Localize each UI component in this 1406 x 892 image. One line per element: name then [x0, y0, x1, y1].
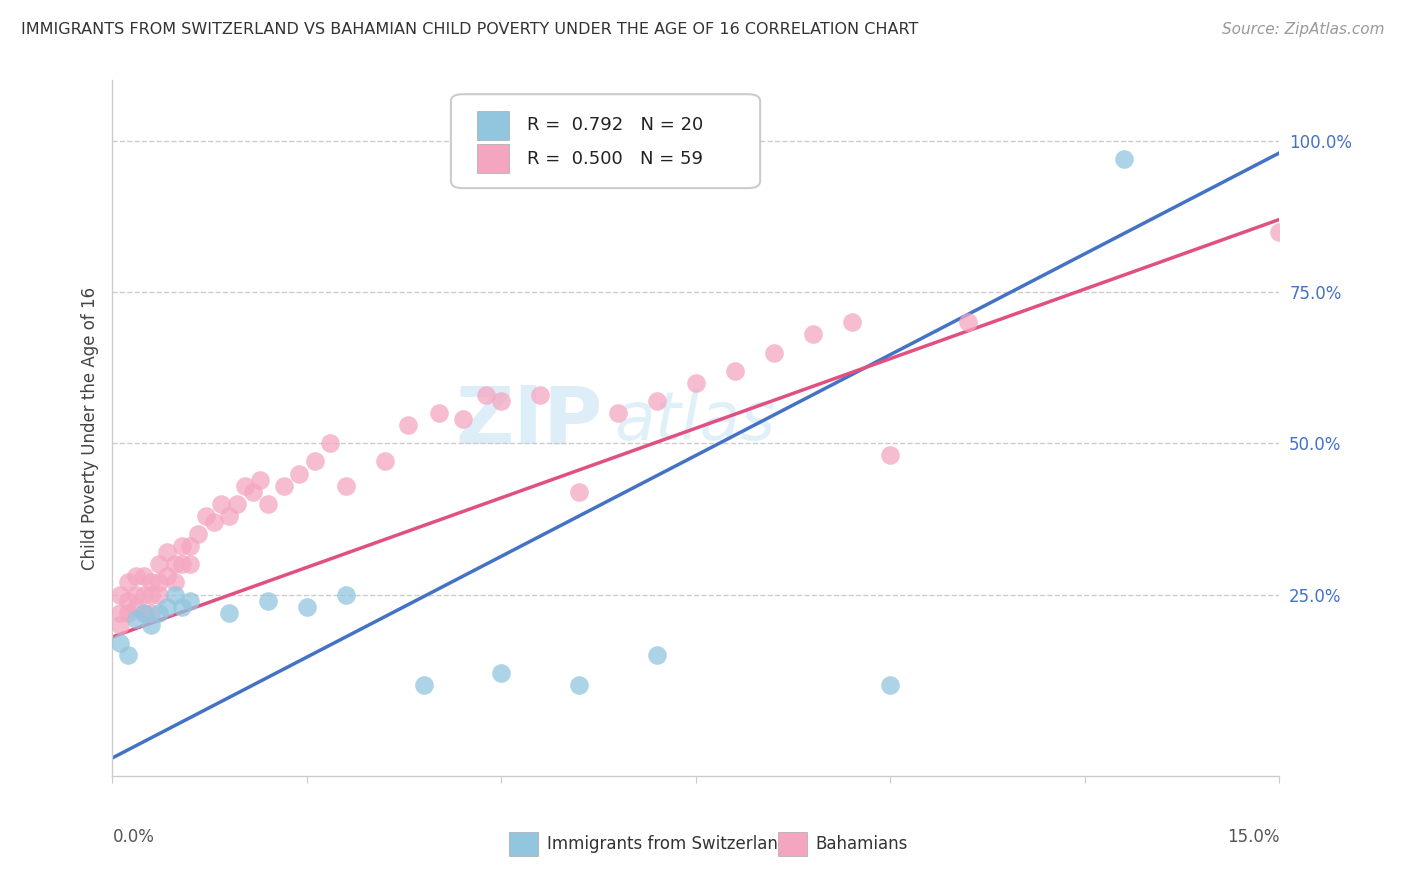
Point	[295, 599, 318, 614]
Point	[233, 478, 256, 492]
Point	[288, 467, 311, 481]
Point	[125, 569, 148, 583]
Point	[879, 449, 901, 463]
Point	[163, 588, 186, 602]
Point	[163, 575, 186, 590]
Point	[209, 497, 232, 511]
Point	[179, 593, 201, 607]
Point	[148, 588, 170, 602]
Point	[117, 575, 139, 590]
Point	[148, 558, 170, 572]
Point	[1268, 225, 1291, 239]
FancyBboxPatch shape	[451, 95, 761, 188]
Text: Source: ZipAtlas.com: Source: ZipAtlas.com	[1222, 22, 1385, 37]
Point	[117, 648, 139, 662]
Point	[202, 515, 225, 529]
Point	[156, 545, 179, 559]
Point	[335, 588, 357, 602]
Point	[117, 606, 139, 620]
Y-axis label: Child Poverty Under the Age of 16: Child Poverty Under the Age of 16	[80, 286, 98, 570]
Point	[172, 558, 194, 572]
Point	[529, 388, 551, 402]
Point	[132, 569, 155, 583]
Point	[607, 406, 630, 420]
Text: Bahamians: Bahamians	[815, 835, 907, 853]
Point	[110, 636, 132, 650]
Point	[257, 593, 280, 607]
Point	[249, 473, 271, 487]
Point	[801, 327, 824, 342]
Point	[304, 454, 326, 468]
Text: 0.0%: 0.0%	[112, 828, 155, 847]
Point	[335, 478, 357, 492]
FancyBboxPatch shape	[477, 145, 509, 173]
Text: atlas: atlas	[614, 388, 775, 454]
Point	[179, 539, 201, 553]
Point	[957, 315, 980, 329]
Point	[125, 612, 148, 626]
Point	[117, 593, 139, 607]
Text: 15.0%: 15.0%	[1227, 828, 1279, 847]
Point	[568, 678, 591, 692]
Point	[110, 588, 132, 602]
FancyBboxPatch shape	[477, 111, 509, 140]
Point	[491, 393, 513, 408]
Point	[172, 599, 194, 614]
Point	[491, 666, 513, 681]
Point	[179, 558, 201, 572]
Point	[374, 454, 396, 468]
Point	[187, 527, 209, 541]
Point	[319, 436, 342, 450]
Point	[568, 484, 591, 499]
Point	[132, 606, 155, 620]
Point	[451, 412, 474, 426]
Point	[412, 678, 434, 692]
Text: R =  0.500   N = 59: R = 0.500 N = 59	[527, 150, 703, 168]
Point	[645, 393, 668, 408]
FancyBboxPatch shape	[778, 831, 807, 856]
Point	[879, 678, 901, 692]
Point	[427, 406, 450, 420]
Text: IMMIGRANTS FROM SWITZERLAND VS BAHAMIAN CHILD POVERTY UNDER THE AGE OF 16 CORREL: IMMIGRANTS FROM SWITZERLAND VS BAHAMIAN …	[21, 22, 918, 37]
Point	[273, 478, 295, 492]
Point	[257, 497, 280, 511]
Point	[110, 606, 132, 620]
Point	[841, 315, 863, 329]
Point	[110, 617, 132, 632]
Point	[148, 575, 170, 590]
Point	[125, 599, 148, 614]
Point	[475, 388, 498, 402]
Point	[724, 364, 747, 378]
Point	[141, 617, 163, 632]
Point	[396, 418, 419, 433]
Point	[172, 539, 194, 553]
Point	[218, 508, 240, 523]
Point	[141, 606, 163, 620]
Point	[141, 575, 163, 590]
Text: Immigrants from Switzerland: Immigrants from Switzerland	[547, 835, 787, 853]
FancyBboxPatch shape	[509, 831, 538, 856]
Point	[148, 606, 170, 620]
Text: R =  0.792   N = 20: R = 0.792 N = 20	[527, 116, 703, 134]
Point	[1112, 152, 1135, 166]
Point	[132, 588, 155, 602]
Point	[685, 376, 707, 390]
Point	[218, 606, 240, 620]
Point	[156, 599, 179, 614]
Text: ZIP: ZIP	[456, 382, 603, 460]
Point	[226, 497, 249, 511]
Point	[194, 508, 217, 523]
Point	[645, 648, 668, 662]
Point	[141, 588, 163, 602]
Point	[125, 588, 148, 602]
Point	[163, 558, 186, 572]
Point	[762, 345, 785, 359]
Point	[242, 484, 264, 499]
Point	[132, 606, 155, 620]
Point	[156, 569, 179, 583]
